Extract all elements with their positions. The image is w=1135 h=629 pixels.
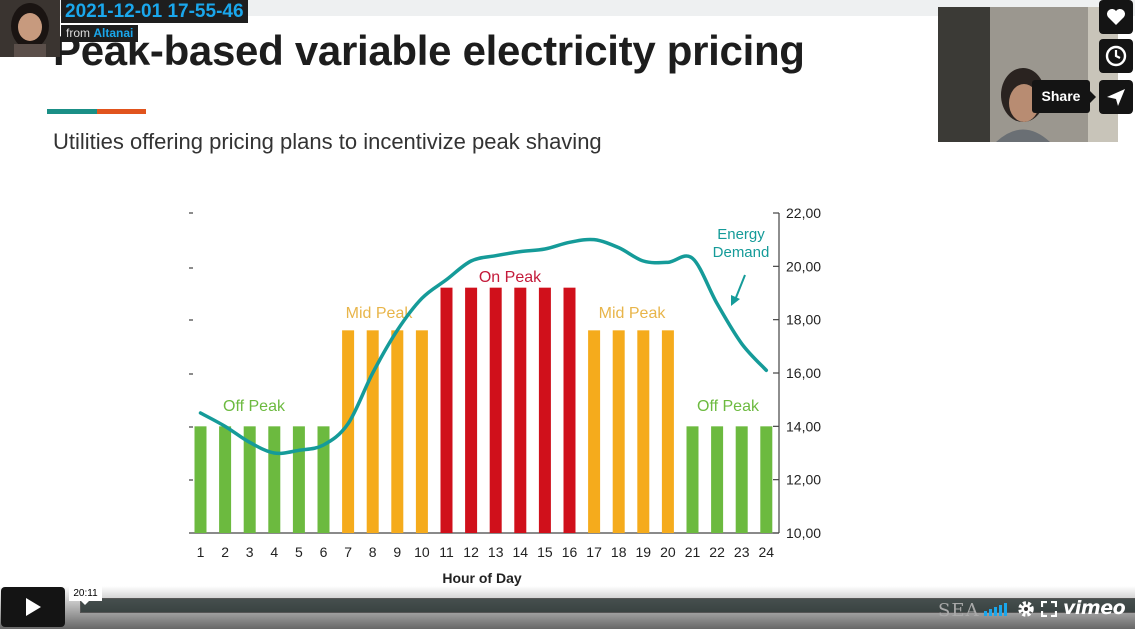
- fullscreen-icon: [1041, 601, 1057, 617]
- energy-demand-annotation: Energy: [717, 226, 765, 243]
- x-tick-label: 12: [463, 544, 479, 560]
- bar-hour-10: [415, 330, 428, 533]
- bar-hour-3: [243, 426, 256, 533]
- x-tick-label: 13: [488, 544, 504, 560]
- fullscreen-button[interactable]: [1041, 600, 1057, 618]
- bar-hour-17: [588, 330, 601, 533]
- slide-top-band: [0, 0, 1135, 16]
- annotation-arrow-head: [731, 295, 740, 306]
- bar-hour-19: [637, 330, 650, 533]
- period-label: Off Peak: [697, 398, 760, 415]
- bar-hour-12: [465, 287, 478, 533]
- volume-icon: [984, 603, 1007, 616]
- bar-hour-18: [612, 330, 625, 533]
- bar-hour-20: [661, 330, 674, 533]
- slide-title: Peak-based variable electricity pricing: [53, 27, 805, 74]
- play-button[interactable]: [1, 587, 65, 627]
- x-tick-label: 19: [636, 544, 652, 560]
- recording-timestamp[interactable]: 2021-12-01 17-55-46: [61, 0, 248, 23]
- bar-hour-9: [391, 330, 404, 533]
- right-axis-tick-label: 20,00: [786, 258, 821, 274]
- x-tick-label: 9: [393, 544, 401, 560]
- bar-hour-6: [317, 426, 330, 533]
- accent-rule-teal: [47, 109, 97, 114]
- volume-button[interactable]: [984, 600, 1008, 618]
- period-label: Mid Peak: [346, 305, 414, 322]
- right-axis-tick-label: 10,00: [786, 525, 821, 541]
- accent-rule-orange: [97, 109, 146, 114]
- slide-watermark: SEA: [938, 600, 980, 621]
- bar-hour-5: [292, 426, 305, 533]
- x-tick-label: 14: [513, 544, 529, 560]
- x-axis-title: Hour of Day: [442, 570, 522, 586]
- x-tick-label: 24: [759, 544, 775, 560]
- x-tick-label: 3: [246, 544, 254, 560]
- like-button[interactable]: [1099, 0, 1133, 34]
- play-icon: [26, 598, 41, 616]
- bar-hour-2: [219, 426, 232, 533]
- x-tick-label: 1: [197, 544, 205, 560]
- x-tick-label: 22: [709, 544, 725, 560]
- x-tick-label: 18: [611, 544, 627, 560]
- x-tick-label: 17: [586, 544, 602, 560]
- bar-hour-13: [489, 287, 502, 533]
- period-label: Mid Peak: [599, 305, 667, 322]
- bar-hour-1: [194, 426, 207, 533]
- settings-button[interactable]: [1017, 600, 1035, 618]
- x-tick-label: 16: [562, 544, 578, 560]
- bar-hour-11: [440, 287, 453, 533]
- share-button[interactable]: [1099, 80, 1133, 114]
- bar-hour-21: [686, 426, 699, 533]
- bar-hour-24: [760, 426, 773, 533]
- share-tooltip: Share: [1032, 80, 1096, 113]
- period-label: Off Peak: [223, 398, 286, 415]
- bar-hour-8: [366, 330, 379, 533]
- x-tick-label: 20: [660, 544, 676, 560]
- x-tick-label: 21: [685, 544, 701, 560]
- vimeo-logo[interactable]: vimeo: [1063, 597, 1126, 619]
- x-tick-label: 11: [439, 544, 454, 560]
- gear-icon: [1018, 601, 1034, 617]
- uploader-byline: from Altanai: [61, 25, 139, 42]
- bar-hour-16: [563, 287, 576, 533]
- right-axis-tick-label: 22,00: [786, 205, 821, 221]
- uploader-link[interactable]: Altanai: [93, 26, 134, 40]
- x-tick-label: 4: [270, 544, 278, 560]
- period-label: On Peak: [479, 269, 542, 286]
- x-tick-label: 7: [344, 544, 352, 560]
- bar-hour-7: [342, 330, 355, 533]
- x-tick-label: 5: [295, 544, 303, 560]
- right-axis-tick-label: 16,00: [786, 365, 821, 381]
- uploader-avatar[interactable]: [0, 0, 60, 57]
- right-axis-tick-label: 12,00: [786, 472, 821, 488]
- from-prefix: from: [66, 26, 90, 40]
- right-axis-tick-label: 18,00: [786, 312, 821, 328]
- clock-icon: [1105, 45, 1127, 67]
- bar-hour-15: [538, 287, 551, 533]
- slide-subtitle: Utilities offering pricing plans to ince…: [53, 129, 602, 154]
- x-tick-label: 10: [414, 544, 430, 560]
- presenter-webcam: [938, 7, 1118, 142]
- annotation-arrow-shaft: [734, 274, 746, 301]
- bar-hour-22: [711, 426, 724, 533]
- watch-later-button[interactable]: [1099, 39, 1133, 73]
- right-axis-tick-label: 14,00: [786, 418, 821, 434]
- send-icon: [1107, 89, 1125, 106]
- x-tick-label: 6: [320, 544, 328, 560]
- energy-demand-annotation: Demand: [713, 244, 770, 261]
- progress-bar[interactable]: [80, 598, 1135, 613]
- heart-icon: [1107, 9, 1125, 25]
- current-time: 20:11: [69, 586, 102, 605]
- x-tick-label: 23: [734, 544, 750, 560]
- bar-hour-14: [514, 287, 527, 533]
- x-tick-label: 8: [369, 544, 377, 560]
- x-tick-label: 2: [221, 544, 229, 560]
- x-tick-label: 15: [537, 544, 553, 560]
- bar-hour-23: [735, 426, 748, 533]
- energy-demand-line: [198, 237, 769, 456]
- bar-hour-4: [268, 426, 281, 533]
